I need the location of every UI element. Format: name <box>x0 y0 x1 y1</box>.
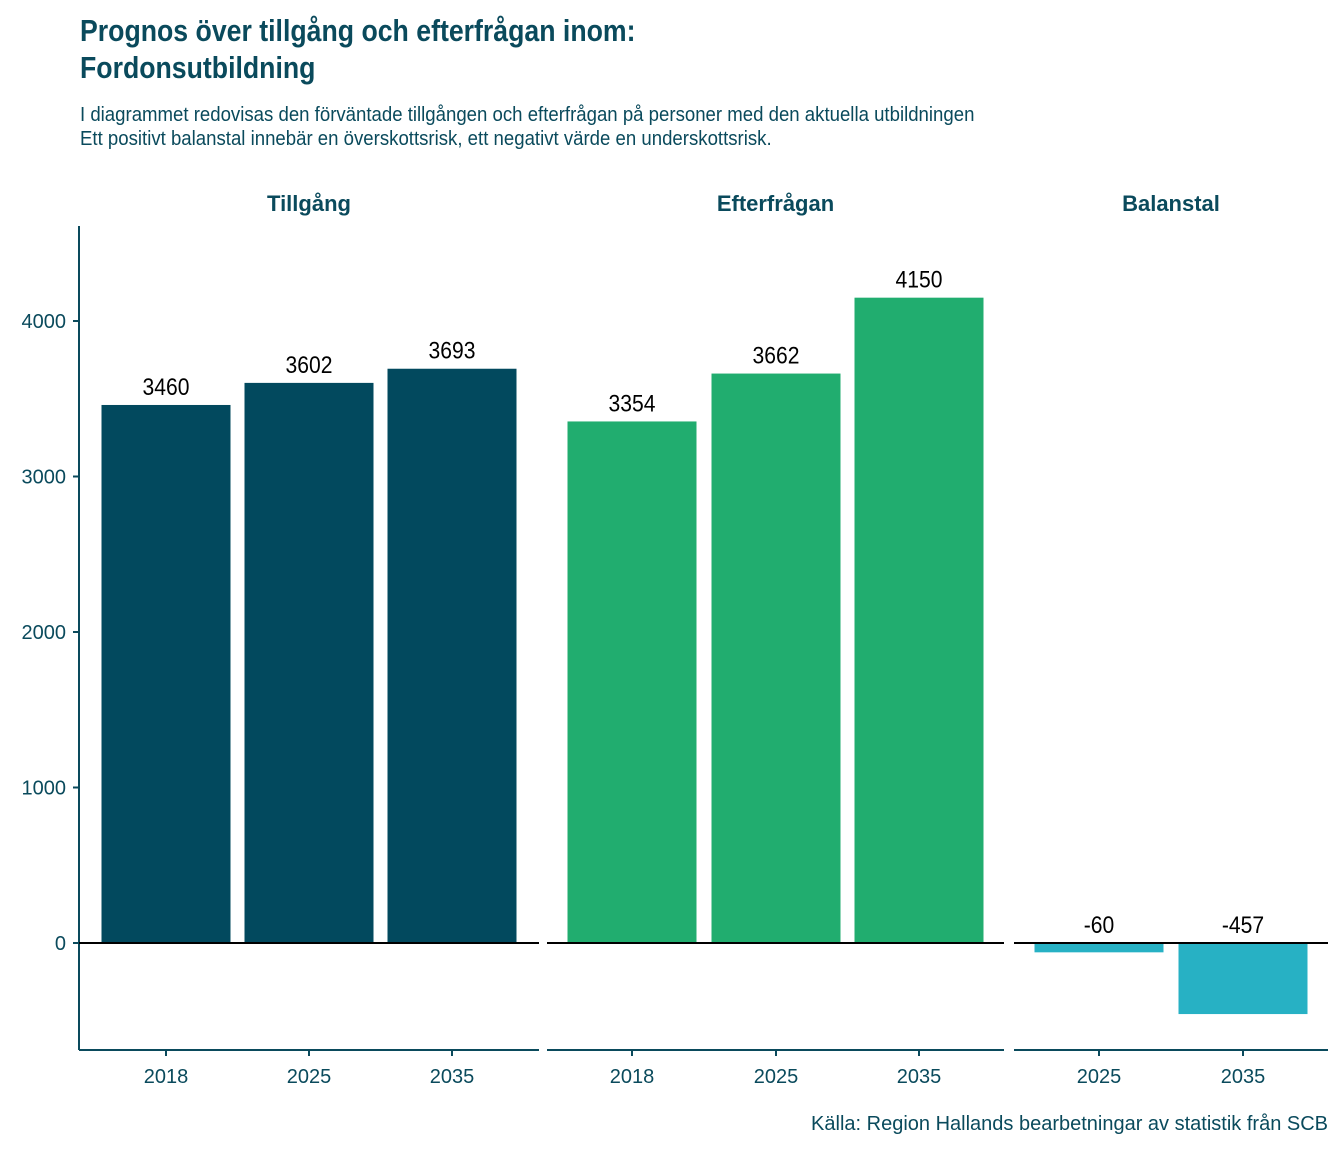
y-tick-label: 4000 <box>22 311 67 333</box>
y-tick-label: 0 <box>55 933 66 955</box>
data-label: -457 <box>1222 912 1264 939</box>
subtitle-line-1: I diagrammet redovisas den förväntade ti… <box>80 104 975 126</box>
x-tick-label: 2035 <box>897 1066 942 1088</box>
y-tick-label: 1000 <box>22 778 67 800</box>
data-label: -60 <box>1084 912 1115 939</box>
x-tick-label: 2018 <box>610 1066 655 1088</box>
data-label: 3354 <box>609 390 656 417</box>
x-tick-label: 2018 <box>144 1066 189 1088</box>
bar <box>387 368 517 943</box>
bar <box>854 297 984 943</box>
bar <box>101 404 231 944</box>
facet-label: Balanstal <box>1122 191 1220 216</box>
chart-caption: Källa: Region Hallands bearbetningar av … <box>811 1113 1328 1135</box>
x-tick-label: 2035 <box>1221 1066 1266 1088</box>
x-tick-label: 2025 <box>754 1066 799 1088</box>
bar <box>244 382 374 943</box>
chart-subtitle: I diagrammet redovisas den förväntade ti… <box>80 103 974 151</box>
x-tick-label: 2025 <box>1077 1066 1122 1088</box>
bar <box>1178 943 1308 1015</box>
y-tick-label: 2000 <box>22 622 67 644</box>
x-tick-label: 2025 <box>287 1066 332 1088</box>
subtitle-line-2: Ett positivt balanstal innebär en översk… <box>80 128 772 150</box>
facet-label: Efterfrågan <box>717 191 834 216</box>
facet-label: Tillgång <box>267 191 351 216</box>
data-label: 3693 <box>429 338 476 365</box>
data-label: 3460 <box>143 374 190 401</box>
title-line-1: Prognos över tillgång och efterfrågan in… <box>80 13 636 48</box>
y-tick-label: 3000 <box>22 467 67 489</box>
data-label: 3662 <box>753 342 800 369</box>
bar <box>1034 943 1164 953</box>
chart-title: Prognos över tillgång och efterfrågan in… <box>80 12 635 86</box>
x-tick-label: 2035 <box>430 1066 475 1088</box>
data-label: 3602 <box>286 352 333 379</box>
bar <box>567 421 697 943</box>
data-label: 4150 <box>896 266 943 293</box>
title-line-2: Fordonsutbildning <box>80 50 316 85</box>
bar <box>711 373 841 944</box>
